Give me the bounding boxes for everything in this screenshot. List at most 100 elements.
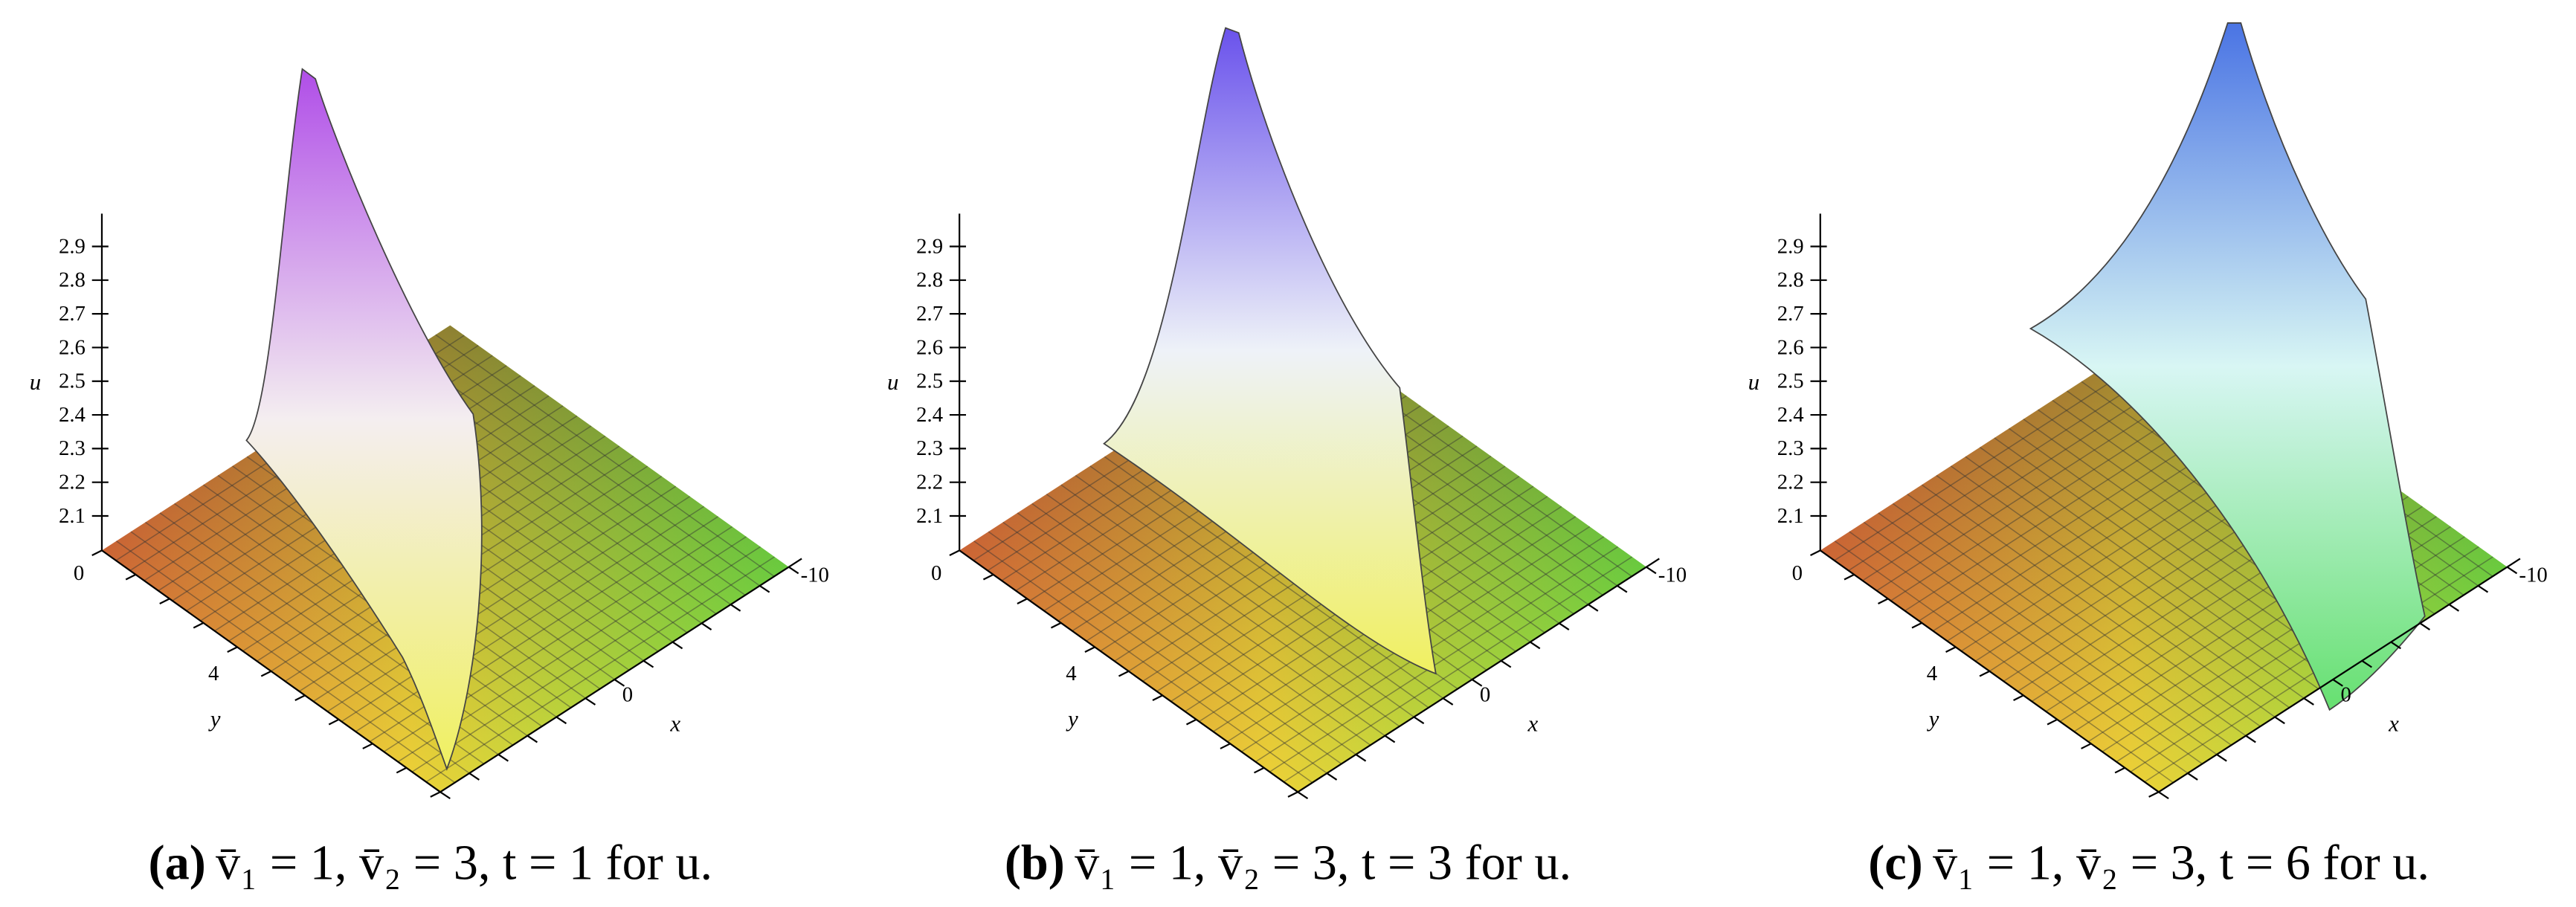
x-tick <box>1442 697 1454 706</box>
x-axis <box>1297 558 1660 793</box>
u-tick-label: 2.4 <box>1777 403 1804 427</box>
mesh-line <box>1994 437 2334 680</box>
mesh-line <box>1089 465 1429 709</box>
x-tick <box>2361 659 2372 668</box>
y-tick <box>362 743 373 749</box>
u-tick-label: 2.3 <box>59 436 86 460</box>
x-tick <box>2332 678 2343 687</box>
x-tick-label: 0 <box>1480 683 1490 707</box>
y-axis-label: y <box>1927 706 1939 732</box>
x-tick <box>2187 772 2198 781</box>
x-tick <box>2158 791 2169 800</box>
y-tick <box>2081 743 2092 749</box>
y-tick <box>1878 598 1889 604</box>
u-tick-label: 2.7 <box>916 302 943 326</box>
y-tick <box>1220 743 1231 749</box>
x-axis <box>2158 558 2521 793</box>
mesh-line <box>2009 427 2348 671</box>
y-tick <box>1287 791 1298 798</box>
mesh-line <box>1002 521 1342 765</box>
mesh-line <box>145 521 485 765</box>
x-tick <box>1326 772 1338 781</box>
mesh-line <box>1907 494 2247 737</box>
panel: 2.1 2.2 2.3 2.4 2.5 2.6 2.7 2.8 2.9 u 0 4 y 0 -10 x (b) v… <box>887 27 1687 890</box>
x-tick <box>1384 735 1396 743</box>
x-tick <box>1297 791 1309 800</box>
mesh-line <box>988 531 1327 774</box>
mesh-line <box>1849 531 2189 774</box>
caption-text: v̄₁ = 1, v̄₂ = 3, t = 1 for u. <box>216 836 712 890</box>
x-tick <box>2448 604 2460 612</box>
u-tick-label: 2.3 <box>1777 436 1804 460</box>
x-tick <box>439 791 451 800</box>
u-tick-label: 2.5 <box>916 369 943 393</box>
x-tick <box>556 716 567 725</box>
u-tick-label: 2.4 <box>916 403 943 427</box>
caption: (c) v̄₁ = 1, v̄₂ = 3, t = 6 for u. <box>1868 836 2430 890</box>
caption-label: (a) <box>149 836 206 890</box>
mesh-line <box>1878 512 2218 755</box>
u-tick-label: 2.8 <box>1777 268 1804 292</box>
u-tick-label: 2.9 <box>59 234 86 258</box>
x-tick <box>2245 735 2256 743</box>
u-tick-label: 2.6 <box>59 335 86 359</box>
u-tick-label: 2.1 <box>59 504 86 528</box>
mesh-line <box>1892 503 2232 746</box>
y-axis <box>101 549 441 793</box>
x-tick <box>1558 622 1570 630</box>
x-tick-label: -10 <box>2519 563 2547 587</box>
x-tick-label: -10 <box>1658 563 1687 587</box>
x-tick <box>2274 716 2285 725</box>
x-tick <box>1500 659 1512 668</box>
y-tick-label: 0 <box>931 561 941 585</box>
mesh-line <box>1950 465 2290 709</box>
x-tick <box>468 772 480 781</box>
y-tick <box>125 573 136 581</box>
y-tick <box>1152 694 1163 701</box>
u-tick-label: 2.7 <box>59 302 86 326</box>
x-tick <box>2419 622 2430 630</box>
x-tick <box>2506 566 2518 575</box>
caption-label: (c) <box>1868 836 1923 890</box>
u-tick-label: 2.8 <box>59 268 86 292</box>
caption: (b) v̄₁ = 1, v̄₂ = 3, t = 3 for u. <box>1005 836 1571 890</box>
y-tick <box>260 670 272 677</box>
u-tick-label: 2.9 <box>916 234 943 258</box>
y-tick <box>2047 718 2058 726</box>
x-axis-label: x <box>669 711 680 737</box>
mesh-line <box>312 476 663 703</box>
y-tick <box>2013 694 2024 701</box>
x-tick <box>2390 641 2401 650</box>
y-tick <box>193 622 204 629</box>
x-tick <box>2303 697 2314 706</box>
mesh-line <box>1060 484 1400 727</box>
x-tick <box>2477 584 2489 593</box>
x-axis-label: x <box>2388 711 2399 737</box>
mesh-line <box>188 494 528 737</box>
mesh-line <box>1017 512 1356 755</box>
y-tick-label: 0 <box>1792 561 1803 585</box>
x-tick <box>1616 584 1628 593</box>
y-tick <box>1911 622 1922 629</box>
y-tick-label: 4 <box>1066 662 1076 685</box>
y-tick <box>1253 766 1265 774</box>
y-tick-label: 0 <box>74 561 84 585</box>
x-tick <box>527 735 538 743</box>
x-tick <box>730 604 741 612</box>
mesh-line <box>1936 474 2276 717</box>
x-tick <box>585 697 596 706</box>
y-tick <box>294 694 306 701</box>
x-tick <box>672 641 683 650</box>
y-axis-label: y <box>1066 706 1078 732</box>
mesh-line <box>1046 494 1385 737</box>
u-axis-label: u <box>1748 369 1759 395</box>
x-tick <box>701 622 712 630</box>
y-tick <box>430 791 441 798</box>
mesh-line <box>411 546 761 772</box>
y-tick <box>1945 646 1957 653</box>
x-tick <box>2216 753 2227 762</box>
u-tick-label: 2.2 <box>916 471 943 494</box>
y-axis-label: y <box>208 706 221 732</box>
y-tick <box>396 766 408 774</box>
